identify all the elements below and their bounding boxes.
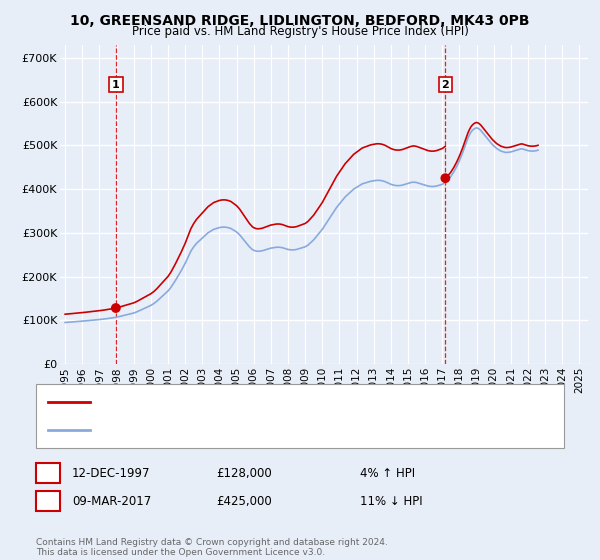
Text: 1: 1: [44, 466, 52, 480]
Text: 1: 1: [112, 80, 120, 90]
Text: 10, GREENSAND RIDGE, LIDLINGTON, BEDFORD, MK43 0PB (detached house): 10, GREENSAND RIDGE, LIDLINGTON, BEDFORD…: [99, 396, 502, 407]
Text: Price paid vs. HM Land Registry's House Price Index (HPI): Price paid vs. HM Land Registry's House …: [131, 25, 469, 38]
Text: 2: 2: [44, 494, 52, 508]
Text: HPI: Average price, detached house, Central Bedfordshire: HPI: Average price, detached house, Cent…: [99, 425, 400, 435]
Text: 2: 2: [442, 80, 449, 90]
Point: [111, 304, 121, 312]
Text: £425,000: £425,000: [216, 494, 272, 508]
Text: Contains HM Land Registry data © Crown copyright and database right 2024.
This d: Contains HM Land Registry data © Crown c…: [36, 538, 388, 557]
Text: 09-MAR-2017: 09-MAR-2017: [72, 494, 151, 508]
Text: £128,000: £128,000: [216, 466, 272, 480]
Point: [440, 174, 450, 183]
Text: 4% ↑ HPI: 4% ↑ HPI: [360, 466, 415, 480]
Text: 12-DEC-1997: 12-DEC-1997: [72, 466, 151, 480]
Text: 11% ↓ HPI: 11% ↓ HPI: [360, 494, 422, 508]
Text: 10, GREENSAND RIDGE, LIDLINGTON, BEDFORD, MK43 0PB: 10, GREENSAND RIDGE, LIDLINGTON, BEDFORD…: [70, 14, 530, 28]
